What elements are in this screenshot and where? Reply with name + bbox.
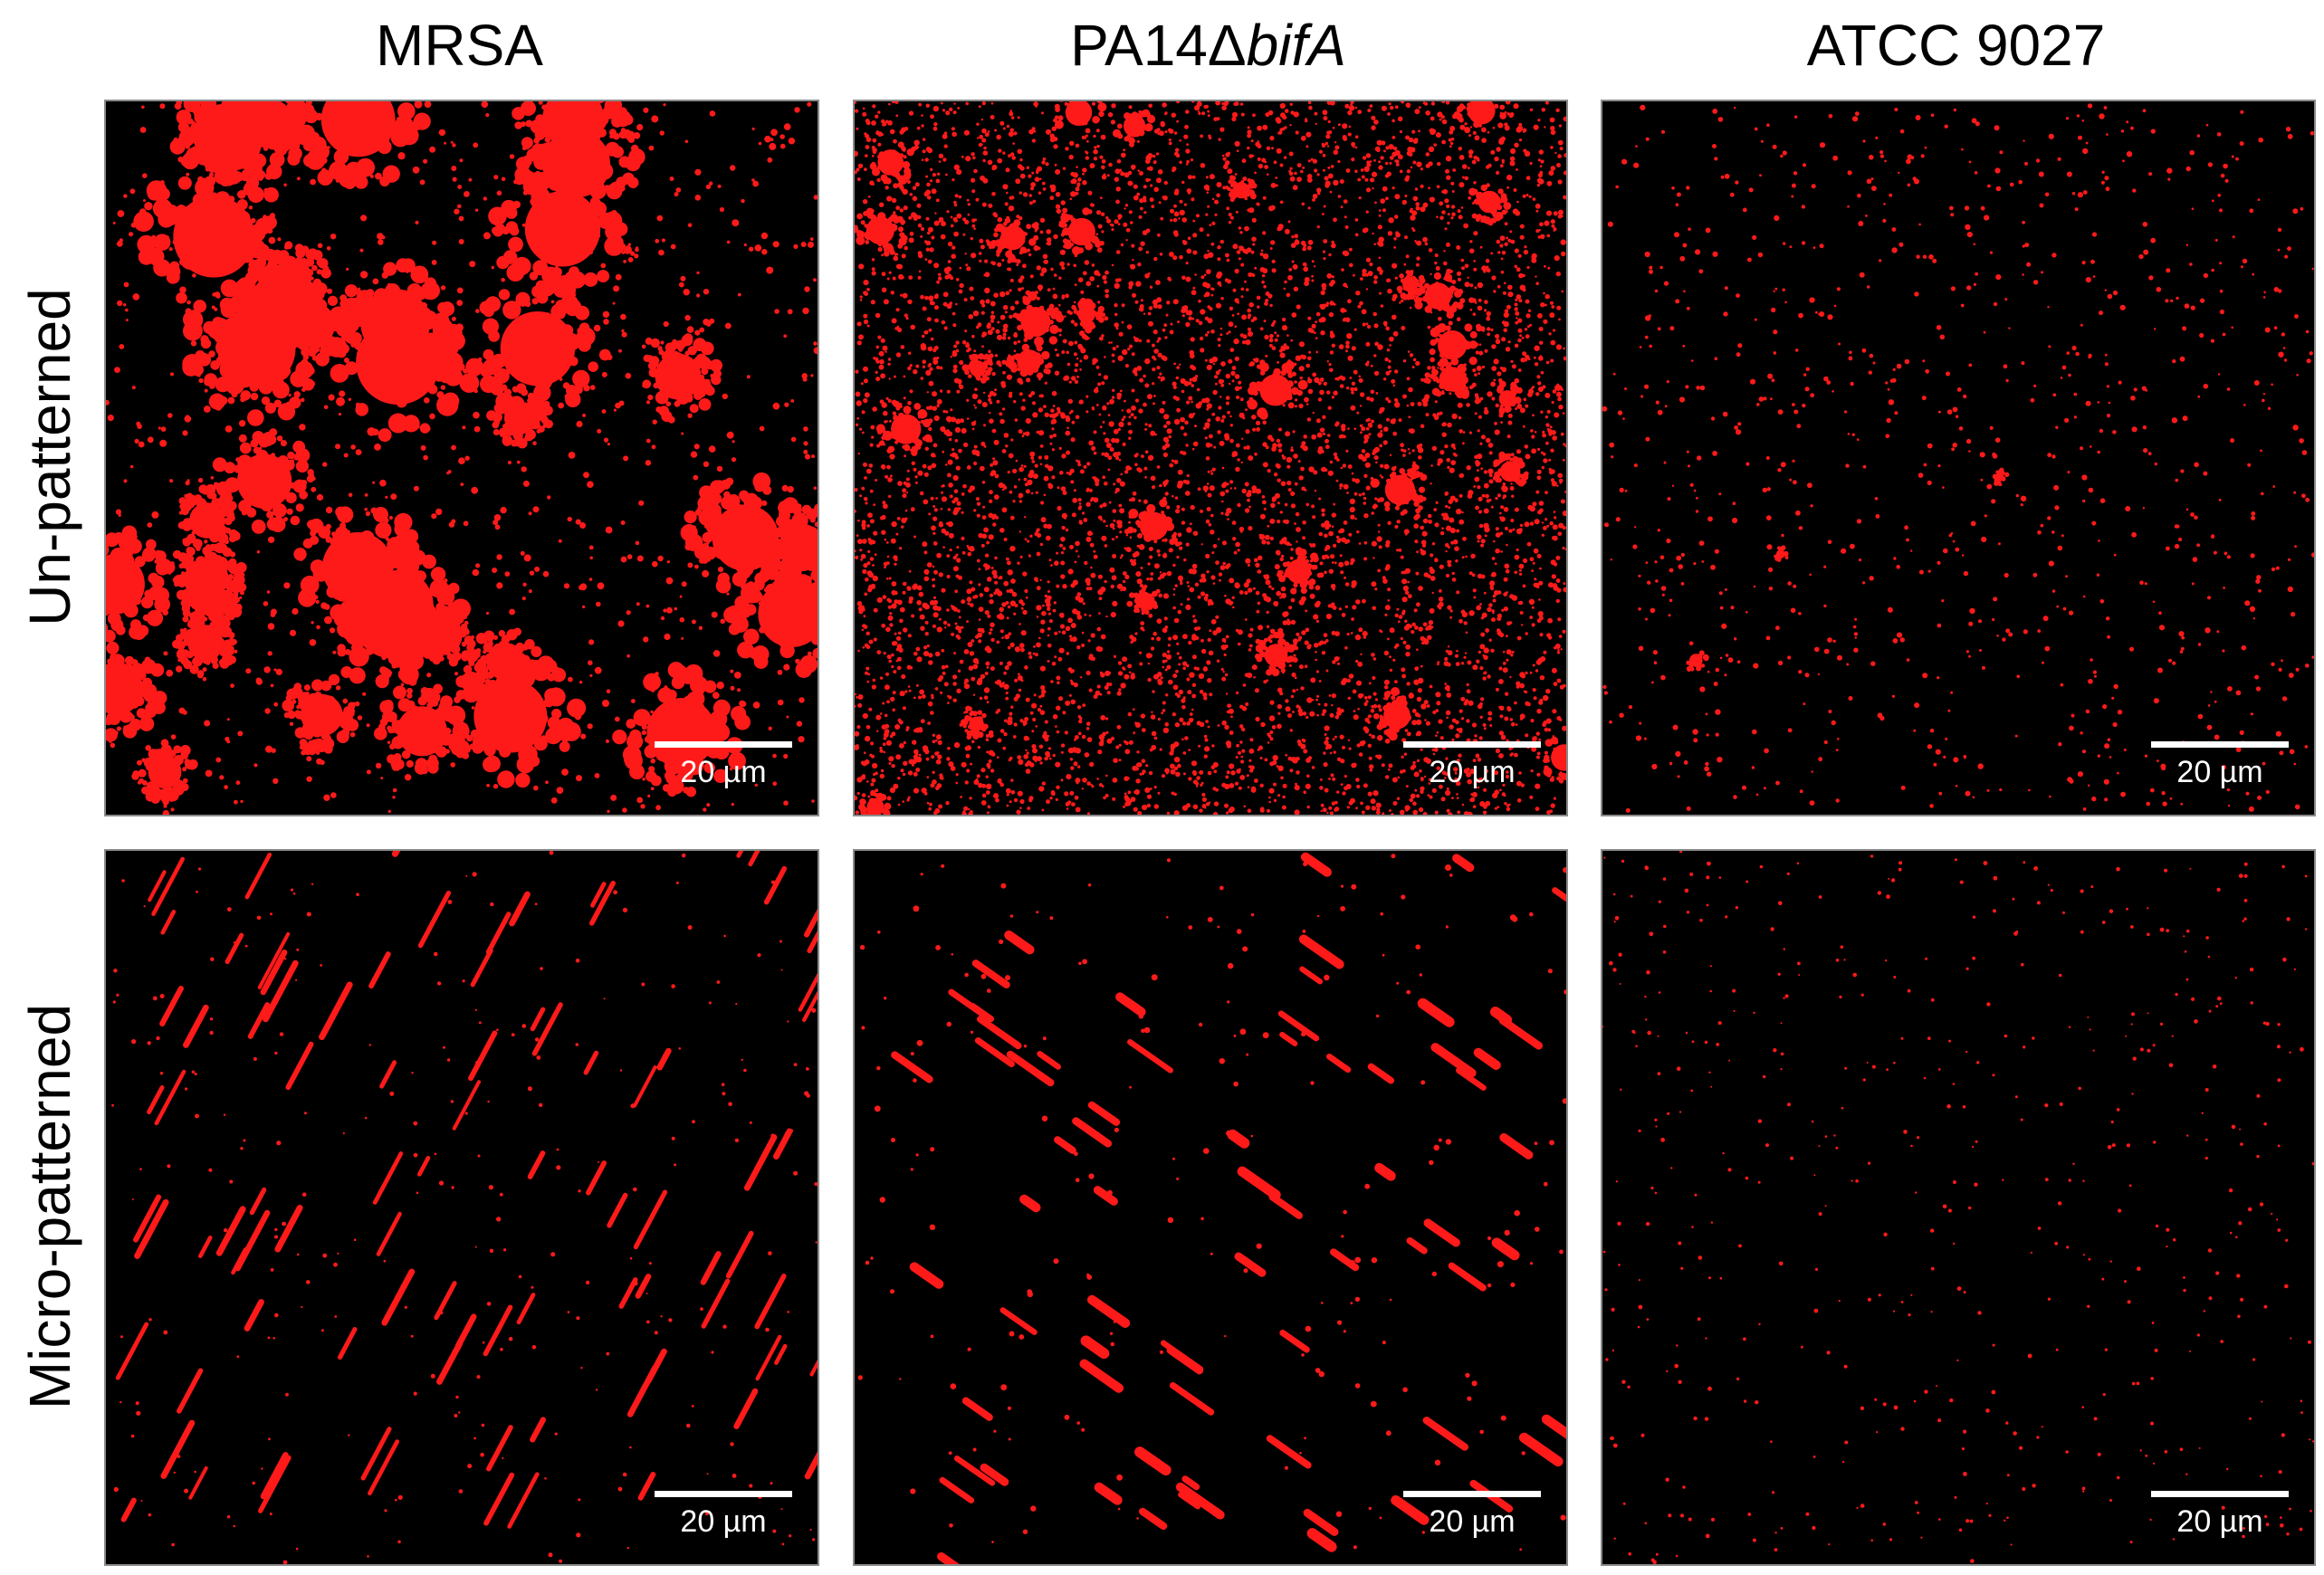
column-title-text: ATCC 9027 <box>1806 13 2106 78</box>
scale-bar-label: 20 µm <box>1429 1504 1516 1539</box>
scale-bar: 20 µm <box>1403 1491 1541 1537</box>
row-title-text: Micro-patterned <box>17 1003 82 1410</box>
column-title-italic-suffix: bifA <box>1246 13 1346 78</box>
scale-bar: 20 µm <box>2151 1491 2289 1537</box>
scale-bar-label: 20 µm <box>2176 755 2263 789</box>
scale-bar: 20 µm <box>655 741 792 788</box>
scale-bar-label: 20 µm <box>1429 755 1516 789</box>
scale-bar-label: 20 µm <box>2176 1504 2263 1539</box>
column-title-pa14-bifa: PA14Δ bifA <box>853 0 1564 91</box>
fluorescence-image <box>1602 851 2314 1564</box>
panel-atcc-9027-un-patterned: 20 µm <box>1601 100 2316 816</box>
column-title-text: MRSA <box>376 13 543 78</box>
row-title-text: Un-patterned <box>17 288 82 626</box>
fluorescence-image <box>857 852 1566 1564</box>
scale-bar: 20 µm <box>655 1491 792 1537</box>
fluorescence-image <box>106 101 818 815</box>
row-title-micro-patterned: Micro-patterned <box>0 849 100 1564</box>
scale-bar-label: 20 µm <box>680 1504 767 1539</box>
fluorescence-image <box>855 101 1566 815</box>
scale-bar: 20 µm <box>2151 741 2289 788</box>
scale-bar-line <box>2151 741 2289 748</box>
panel-pa14-bifa-un-patterned: 20 µm <box>853 100 1568 816</box>
scale-bar-line <box>1403 741 1541 748</box>
panel-mrsa-un-patterned: 20 µm <box>104 100 819 816</box>
row-title-un-patterned: Un-patterned <box>0 100 100 815</box>
scale-bar-line <box>1403 1491 1541 1497</box>
panel-pa14-bifa-micro-patterned: 20 µm <box>853 849 1568 1566</box>
fluorescence-image <box>111 851 818 1564</box>
panel-mrsa-micro-patterned: 20 µm <box>104 849 819 1566</box>
scale-bar-label: 20 µm <box>680 755 767 789</box>
panel-atcc-9027-micro-patterned: 20 µm <box>1601 849 2316 1566</box>
column-title-atcc-9027: ATCC 9027 <box>1601 0 2311 91</box>
scale-bar-line <box>2151 1491 2289 1497</box>
column-title-text: PA14Δ <box>1070 13 1247 78</box>
scale-bar-line <box>655 1491 792 1497</box>
fluorescence-image <box>1602 103 2314 813</box>
scale-bar-line <box>655 741 792 748</box>
scale-bar: 20 µm <box>1403 741 1541 788</box>
column-title-mrsa: MRSA <box>104 0 815 91</box>
